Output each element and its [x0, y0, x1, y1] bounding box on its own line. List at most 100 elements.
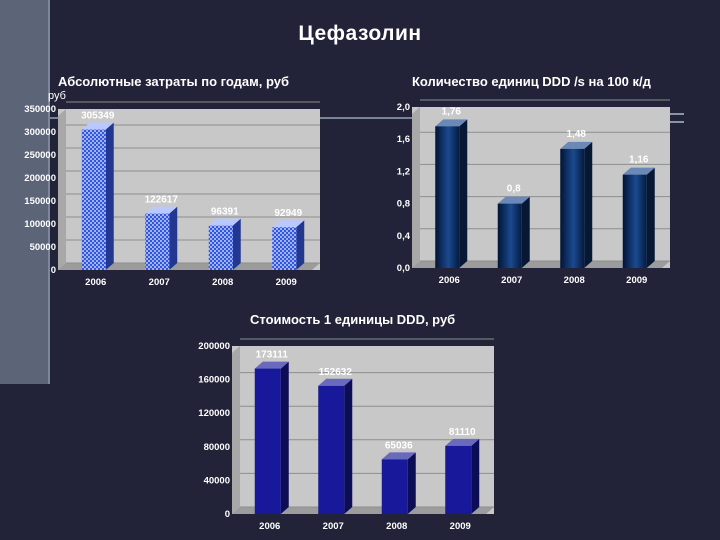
bar-top — [145, 206, 178, 214]
plot-side-wall — [58, 109, 66, 270]
y-tick-label: 1,2 — [397, 166, 410, 177]
bar-side — [169, 206, 178, 270]
bar-side — [459, 119, 468, 268]
plot-back-wall — [412, 107, 670, 268]
chart1-unit-label: руб — [48, 90, 66, 102]
x-tick-label: 2006 — [439, 275, 460, 286]
left-decor-band — [0, 0, 48, 384]
y-tick-label: 250000 — [24, 150, 56, 161]
plot-back-wall — [232, 346, 494, 514]
x-tick-label: 2008 — [386, 521, 407, 532]
y-tick-label: 80000 — [204, 442, 230, 453]
x-tick-label: 2006 — [85, 277, 106, 288]
bar — [381, 459, 408, 514]
y-tick-label: 2,0 — [397, 102, 410, 113]
bar-top — [381, 452, 416, 460]
bar-side — [232, 218, 241, 270]
chart1-title: Абсолютные затраты по годам, руб — [58, 74, 290, 89]
y-tick-label: 100000 — [24, 219, 56, 230]
data-label: 1,76 — [442, 106, 462, 117]
y-tick-label: 0 — [225, 509, 230, 520]
y-tick-label: 150000 — [24, 196, 56, 207]
bar-top — [81, 122, 114, 130]
bar — [445, 445, 472, 514]
bar — [497, 203, 522, 268]
bar-side — [521, 196, 530, 268]
y-tick-label: 200000 — [198, 341, 230, 352]
y-tick-label: 1,6 — [397, 134, 410, 145]
x-tick-label: 2007 — [323, 521, 344, 532]
data-label: 0,8 — [507, 184, 521, 195]
chart-absolute-costs: 0 50000 100000 150000 200000 250000 300000 3500… — [24, 101, 320, 288]
y-tick-label: 300000 — [24, 127, 56, 138]
bar — [560, 148, 585, 268]
chart3-title: Стоимость 1 единицы DDD, руб — [250, 312, 456, 327]
bar-side — [296, 220, 305, 270]
y-tick-label: 0 — [51, 265, 56, 276]
bar-top — [445, 438, 480, 446]
chart-ddd-unit-cost: 0 40000 80000 120000 160000 200000 173111 2006 1… — [198, 338, 494, 532]
data-label: 1,48 — [567, 129, 587, 140]
bar-side — [105, 122, 114, 270]
bar-side — [407, 452, 416, 514]
bar — [208, 225, 233, 270]
x-tick-label: 2008 — [564, 275, 585, 286]
y-tick-label: 40000 — [204, 475, 230, 486]
page-title: Цефазолин — [298, 22, 422, 45]
bar — [81, 129, 106, 270]
plot-back-wall — [58, 109, 320, 270]
plot-side-wall — [232, 346, 240, 514]
chart2-title: Количество единиц DDD /s на 100 к/д — [412, 74, 651, 89]
bar-top — [318, 378, 353, 386]
x-tick-label: 2009 — [276, 277, 297, 288]
data-label: 81110 — [449, 427, 476, 438]
bar — [318, 385, 345, 514]
y-tick-label: 350000 — [24, 104, 56, 115]
y-tick-label: 200000 — [24, 173, 56, 184]
data-label: 122617 — [145, 195, 179, 206]
y-tick-label: 50000 — [30, 242, 56, 253]
chart-ddd-units: 0,0 0,4 0,8 1,2 1,6 2,0 1,76 2006 0,8 2007 1,48 200… — [397, 99, 670, 286]
plot-floor — [58, 263, 320, 270]
data-label: 65036 — [385, 440, 413, 451]
bar — [272, 227, 297, 270]
data-label: 96391 — [211, 207, 239, 218]
plot-side-wall — [412, 107, 420, 268]
data-label: 92949 — [274, 208, 302, 219]
y-tick-label: 120000 — [198, 408, 230, 419]
x-tick-label: 2009 — [626, 275, 647, 286]
bar-top — [622, 167, 655, 175]
bar-top — [497, 196, 530, 204]
data-label: 1,16 — [629, 155, 649, 166]
y-tick-label: 0,8 — [397, 199, 410, 210]
plot-floor — [412, 261, 670, 268]
bar — [435, 126, 460, 268]
bar-side — [471, 438, 480, 514]
x-tick-label: 2007 — [501, 275, 522, 286]
y-tick-label: 0,4 — [397, 231, 411, 242]
bar — [254, 368, 281, 514]
x-tick-label: 2006 — [259, 521, 280, 532]
bar-top — [560, 141, 593, 149]
bar-top — [272, 220, 305, 228]
bar-top — [435, 119, 468, 127]
bar-top — [254, 361, 289, 369]
bar — [145, 213, 170, 270]
bar-side — [344, 378, 353, 514]
y-tick-label: 160000 — [198, 375, 230, 386]
x-tick-label: 2008 — [212, 277, 233, 288]
bar-side — [584, 141, 593, 268]
decor-mark — [668, 121, 684, 123]
bar-side — [646, 167, 655, 268]
data-label: 152632 — [319, 367, 353, 378]
bar — [622, 174, 647, 268]
left-decor-edge — [48, 0, 50, 384]
horizontal-rule — [48, 117, 668, 119]
decor-mark — [668, 113, 684, 115]
x-tick-label: 2007 — [149, 277, 170, 288]
plot-floor — [232, 507, 494, 514]
bar-side — [280, 361, 289, 514]
bar-top — [208, 218, 241, 226]
y-tick-label: 0,0 — [397, 263, 410, 274]
x-tick-label: 2009 — [450, 521, 471, 532]
